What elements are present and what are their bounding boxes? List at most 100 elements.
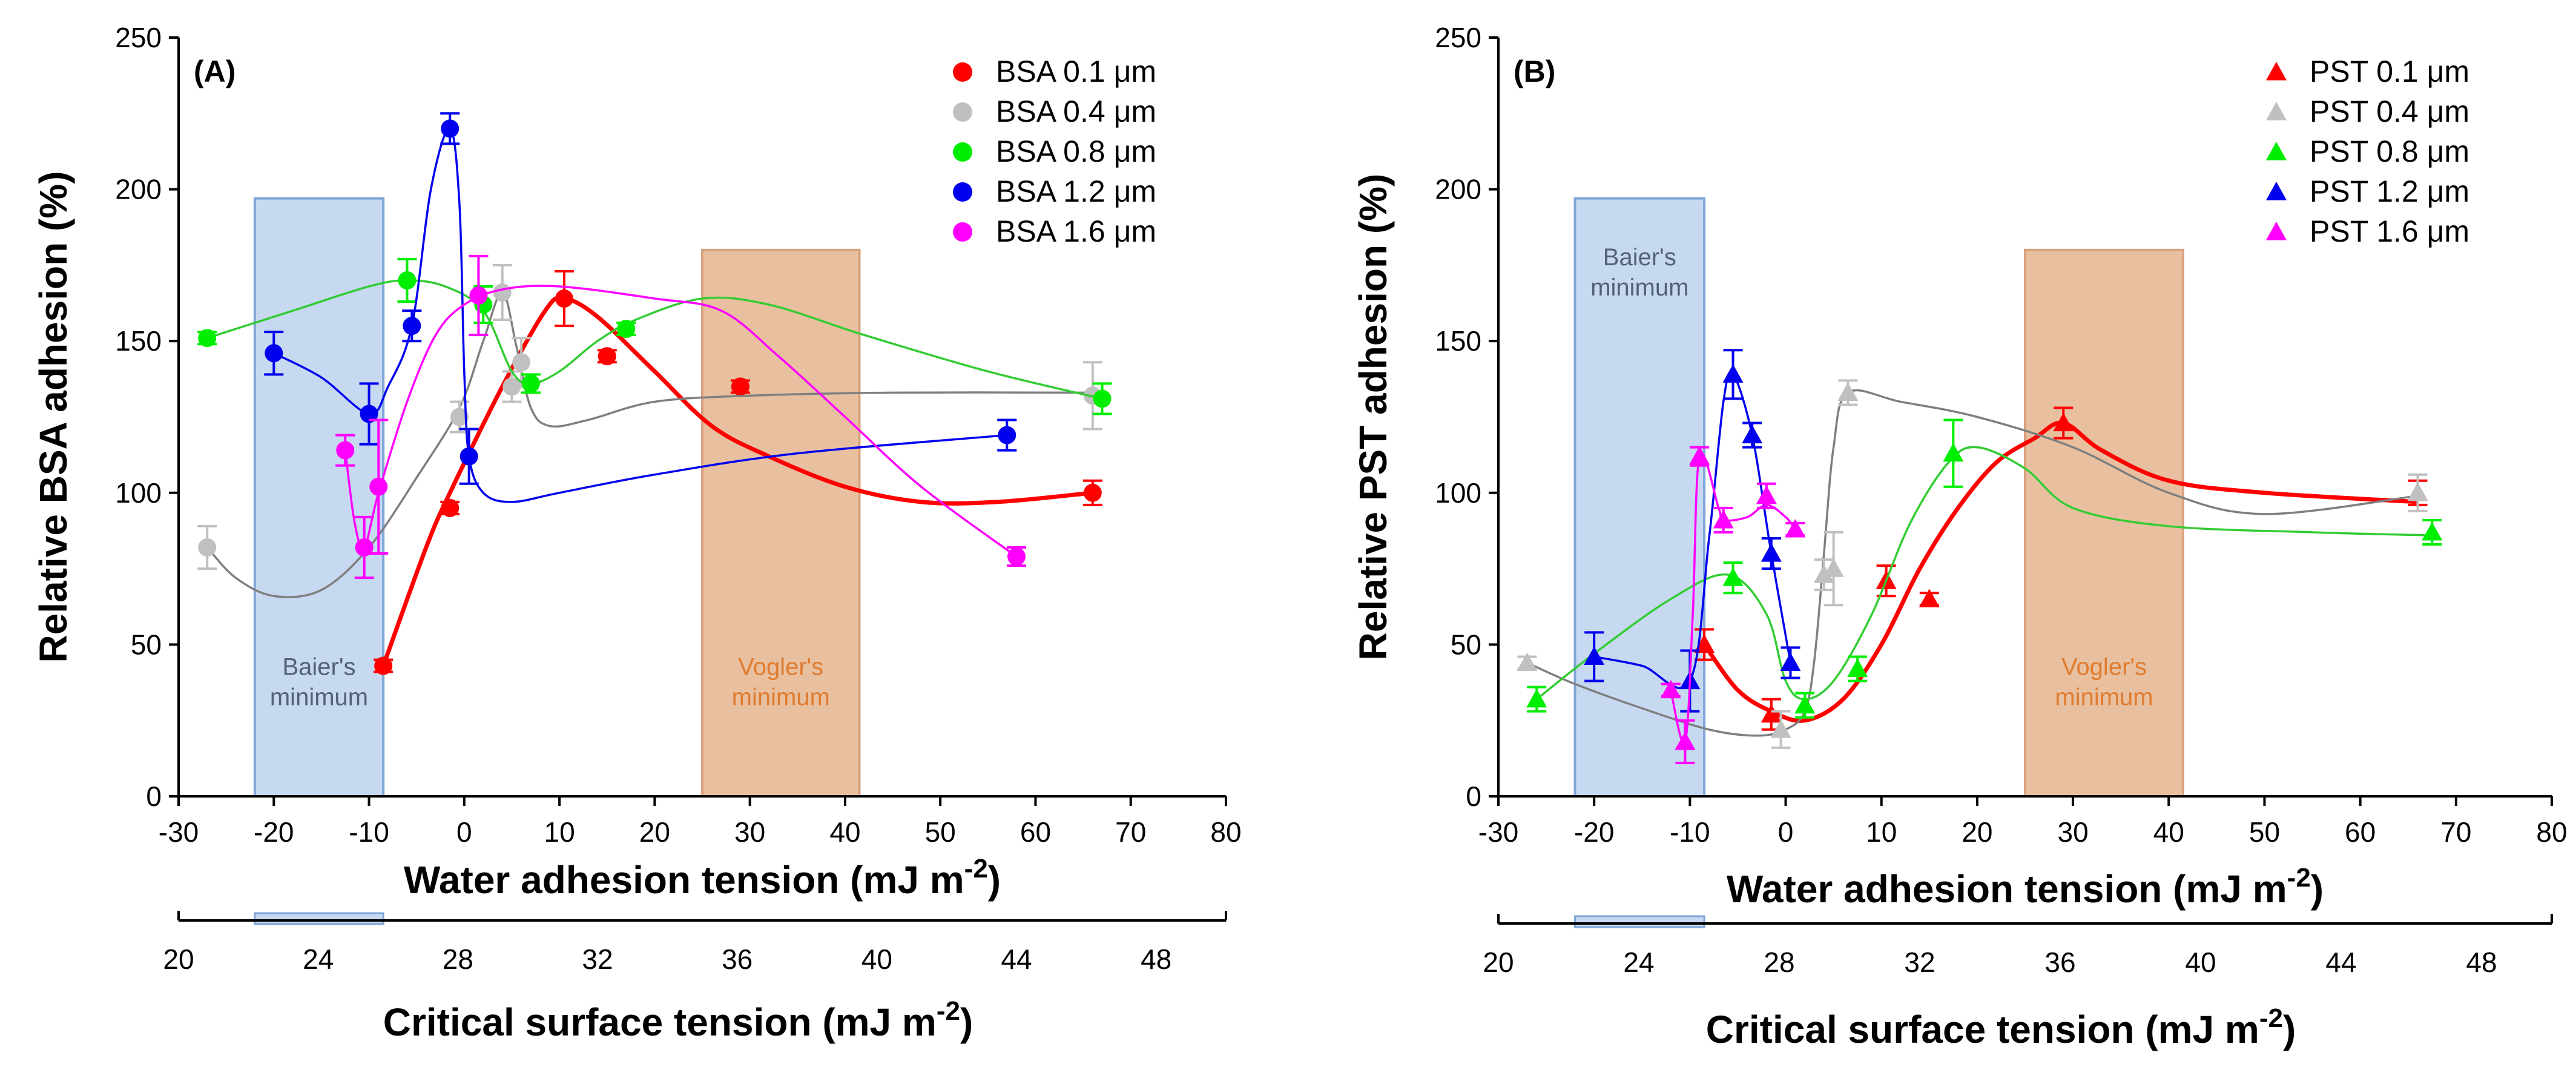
x-tick-label: 80 — [1210, 816, 1241, 848]
legend-marker — [2266, 222, 2287, 240]
series-curve — [1702, 420, 2418, 723]
x-tick-label: 50 — [925, 816, 956, 848]
legend-label: PST 0.8 μm — [2310, 134, 2469, 168]
legend-marker — [953, 222, 972, 242]
x-tick-label: 10 — [544, 816, 575, 848]
x-tick-label: 40 — [829, 816, 860, 848]
legend-label: BSA 0.4 μm — [996, 94, 1156, 128]
vogler-label-line1: Vogler's — [2061, 654, 2147, 681]
series-4 — [335, 254, 1026, 580]
x-axis-title-main: Water adhesion tension (mJ m — [1727, 867, 2287, 911]
baier-label-line1: Baier's — [1603, 244, 1676, 271]
secondary-axis-title-end: ) — [2283, 1008, 2296, 1051]
series-1 — [1517, 379, 2428, 749]
data-point — [369, 477, 388, 496]
x-tick-label: 30 — [734, 816, 765, 848]
secondary-tick-label: 48 — [2466, 946, 2497, 978]
data-point — [1722, 567, 1744, 586]
x-tick-label: 20 — [1962, 816, 1992, 848]
secondary-tick-label: 48 — [1141, 943, 1171, 975]
legend-marker — [2266, 142, 2287, 160]
baier-minimum-region — [1573, 197, 1706, 798]
data-point — [403, 317, 421, 335]
y-tick-label: 100 — [115, 477, 162, 509]
legend-label: BSA 1.2 μm — [996, 174, 1156, 208]
x-tick-label: 10 — [1866, 816, 1897, 848]
data-point — [1526, 689, 1547, 708]
data-point — [1675, 731, 1696, 750]
secondary-tick-label: 40 — [2185, 946, 2216, 978]
data-point — [1813, 564, 1834, 583]
series-curve — [206, 279, 1102, 400]
data-point — [1919, 589, 1940, 607]
data-point — [198, 538, 217, 557]
data-point — [1083, 483, 1102, 502]
x-tick-label: -10 — [349, 816, 389, 848]
vogler-label-line2: minimum — [732, 684, 830, 711]
x-tick-label: 80 — [2536, 816, 2567, 848]
series-2 — [1526, 418, 2443, 719]
data-point — [1517, 652, 1538, 672]
panel-label: (B) — [1514, 55, 1555, 88]
x-axis-title-exponent: -2 — [2287, 863, 2311, 893]
x-tick-label: 70 — [1115, 816, 1146, 848]
data-point — [2053, 412, 2074, 432]
legend-label: BSA 0.8 μm — [996, 134, 1156, 168]
data-point — [731, 377, 749, 396]
x-tick-label: 60 — [2345, 816, 2376, 848]
data-point — [1761, 704, 1782, 723]
x-tick-label: 20 — [639, 816, 670, 848]
x-tick-label: -30 — [1478, 816, 1518, 848]
y-tick-label: 0 — [1466, 781, 1481, 812]
y-tick-label: 250 — [115, 22, 162, 53]
legend-marker — [2266, 102, 2287, 121]
data-point — [460, 447, 478, 466]
data-point — [198, 329, 217, 348]
data-point — [1785, 518, 1806, 538]
series-3 — [264, 112, 1017, 503]
data-point — [1943, 443, 1964, 462]
data-point — [1660, 679, 1681, 699]
secondary-axis-title-end: ) — [960, 1000, 973, 1044]
data-point — [617, 320, 636, 339]
data-point — [1761, 543, 1782, 562]
data-point — [469, 286, 488, 305]
data-point — [1837, 382, 1859, 401]
data-point — [2422, 521, 2443, 541]
series-curve — [206, 291, 1093, 598]
secondary-axis-title-main: Critical surface tension (mJ m — [1706, 1008, 2259, 1051]
secondary-tick-label: 20 — [1483, 946, 1514, 978]
vogler-label-line1: Vogler's — [738, 654, 823, 681]
series-curve — [1536, 446, 2428, 701]
legend-label: PST 1.6 μm — [2310, 214, 2469, 248]
series-curve — [1526, 389, 2418, 737]
legend-label: PST 0.1 μm — [2310, 55, 2469, 88]
chart-panel-0: Baier'sminimumVogler'sminimum05010015020… — [31, 22, 1242, 1044]
vogler-minimum-region — [2024, 248, 2184, 798]
secondary-tick-label: 40 — [861, 943, 892, 975]
y-tick-label: 50 — [131, 629, 162, 660]
data-point — [360, 405, 378, 423]
secondary-tick-label: 36 — [2044, 946, 2075, 978]
data-point — [1847, 658, 1868, 678]
y-tick-label: 50 — [1451, 629, 1481, 660]
secondary-tick-label: 32 — [1904, 946, 1935, 978]
secondary-tick-label: 20 — [163, 943, 194, 975]
baier-label-line2: minimum — [1590, 274, 1688, 301]
data-point — [441, 498, 460, 517]
legend-marker — [2266, 62, 2287, 81]
data-point — [1093, 389, 1112, 408]
legend-marker — [2266, 182, 2287, 200]
data-point — [336, 441, 355, 460]
data-point — [374, 656, 393, 675]
x-tick-label: -20 — [1574, 816, 1614, 848]
data-point — [1756, 485, 1777, 504]
secondary-axis-title-main: Critical surface tension (mJ m — [383, 1000, 937, 1044]
y-tick-label: 0 — [146, 781, 162, 812]
data-point — [450, 408, 469, 426]
secondary-axis-baier-highlight — [254, 912, 384, 925]
x-axis-title: Water adhesion tension (mJ m-2) — [404, 854, 1001, 902]
vogler-minimum-region — [701, 248, 861, 798]
secondary-axis-title: Critical surface tension (mJ m-2) — [383, 996, 973, 1044]
